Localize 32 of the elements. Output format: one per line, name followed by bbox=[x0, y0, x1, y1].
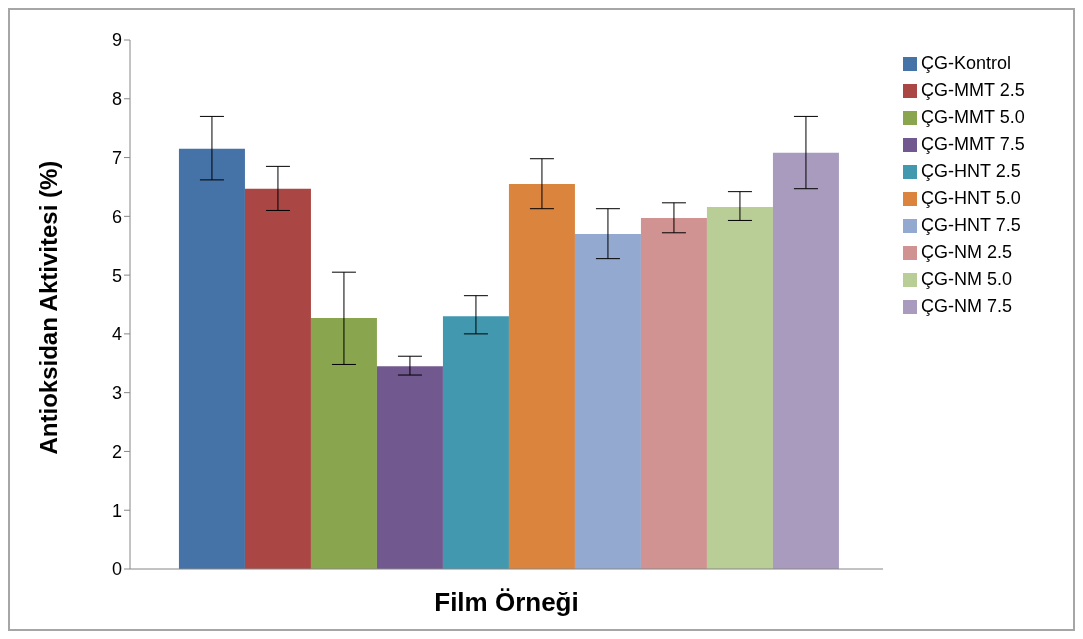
y-tick-label: 3 bbox=[111, 383, 122, 404]
y-tick-label: 8 bbox=[111, 89, 122, 110]
bar bbox=[508, 184, 575, 569]
legend-label: ÇG-HNT 2.5 bbox=[921, 161, 1021, 181]
bar bbox=[574, 233, 641, 569]
legend-label: ÇG-HNT 5.0 bbox=[921, 188, 1021, 208]
legend-label: ÇG-Kontrol bbox=[921, 53, 1012, 73]
y-axis-title: Antioksidan Aktivitesi (%) bbox=[34, 160, 62, 455]
x-axis-title: Film Örneği bbox=[434, 587, 579, 617]
legend-label: ÇG-NM 2.5 bbox=[921, 242, 1013, 262]
legend-label: ÇG-MMT 5.0 bbox=[921, 107, 1025, 127]
bar bbox=[706, 206, 773, 569]
y-tick-label: 4 bbox=[111, 324, 122, 345]
y-tick-label: 5 bbox=[111, 265, 122, 286]
y-tick-label: 0 bbox=[111, 559, 122, 580]
y-tick-label: 1 bbox=[111, 500, 122, 521]
legend-label: ÇG-HNT 7.5 bbox=[921, 215, 1021, 235]
y-tick-label: 6 bbox=[111, 206, 122, 227]
legend-label: ÇG-NM 7.5 bbox=[921, 296, 1013, 316]
bar bbox=[376, 366, 443, 569]
legend-label: ÇG-NM 5.0 bbox=[921, 269, 1013, 289]
y-tick-label: 9 bbox=[111, 30, 122, 51]
y-tick-label: 2 bbox=[111, 441, 122, 462]
legend-label: ÇG-MMT 7.5 bbox=[921, 134, 1025, 154]
legend-label: ÇG-MMT 2.5 bbox=[921, 80, 1025, 100]
bar bbox=[310, 318, 377, 569]
y-tick-label: 7 bbox=[111, 147, 122, 168]
bar bbox=[772, 152, 839, 569]
bar bbox=[178, 148, 245, 569]
bar bbox=[442, 316, 509, 569]
bar bbox=[244, 188, 311, 569]
bar bbox=[640, 218, 707, 569]
